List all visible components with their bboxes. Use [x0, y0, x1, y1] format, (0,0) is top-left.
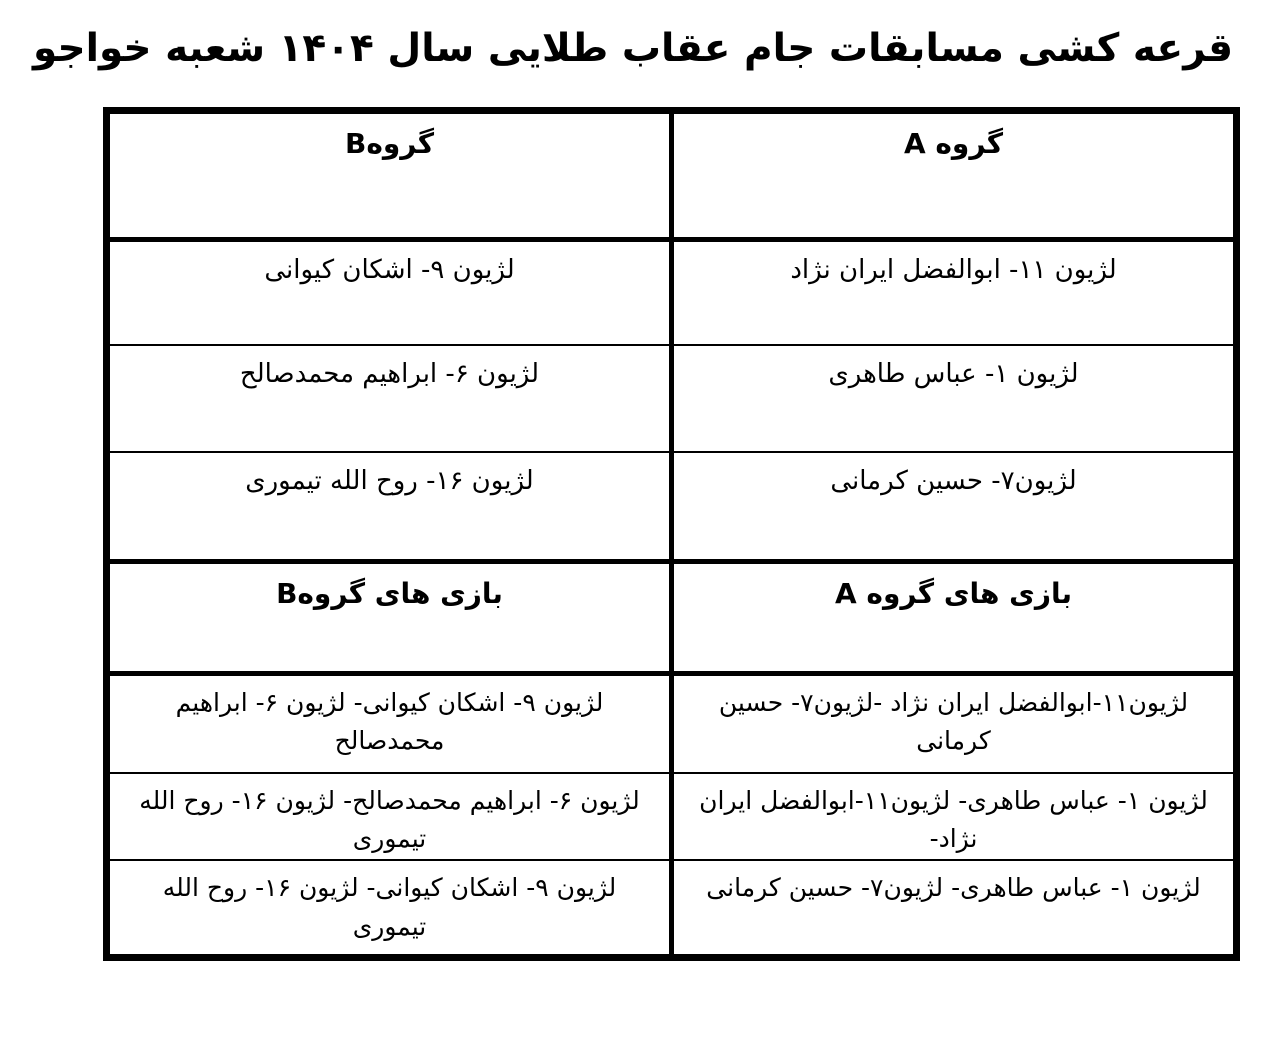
group-b-header-cell: گروهB	[105, 109, 674, 242]
group-b-player-2-cell: لژیون ۶- ابراهیم محمدصالح	[105, 343, 674, 453]
group-a-game-3-cell: لژیون ۱- عباس طاهری- لژیون۷- حسین کرمانی	[669, 859, 1238, 959]
group-a-player-1-cell: لژیون ۱۱- ابوالفضل ایران نژاد	[669, 238, 1238, 346]
document-page: قرعه کشی مسابقات جام عقاب طلایی سال ۱۴۰۴…	[0, 24, 1281, 1055]
game-row-3: لژیون ۱- عباس طاهری- لژیون۷- حسین کرمانی…	[105, 859, 1238, 959]
page-title: قرعه کشی مسابقات جام عقاب طلایی سال ۱۴۰۴…	[33, 26, 1233, 71]
group-a-player-3-cell: لژیون۷- حسین کرمانی	[669, 450, 1238, 564]
group-a-game-2-cell: لژیون ۱- عباس طاهری- لژیون۱۱-ابوالفضل ای…	[669, 771, 1238, 862]
group-b-player-3-cell: لژیون ۱۶- روح الله تیموری	[105, 450, 674, 564]
game-row-1: لژیون۱۱-ابوالفضل ایران نژاد -لژیون۷- حسی…	[105, 672, 1238, 774]
games-header-row: بازی های گروه A بازی های گروهB	[105, 560, 1238, 676]
group-a-player-2-cell: لژیون ۱- عباس طاهری	[669, 343, 1238, 453]
group-a-game-1-cell: لژیون۱۱-ابوالفضل ایران نژاد -لژیون۷- حسی…	[669, 672, 1238, 774]
player-row-3: لژیون۷- حسین کرمانی لژیون ۱۶- روح الله ت…	[105, 450, 1238, 564]
games-a-header-cell: بازی های گروه A	[669, 560, 1238, 676]
group-b-player-1-cell: لژیون ۹- اشکان کیوانی	[105, 238, 674, 346]
group-a-header-cell: گروه A	[669, 109, 1238, 242]
player-row-2: لژیون ۱- عباس طاهری لژیون ۶- ابراهیم محم…	[105, 343, 1238, 453]
group-b-game-3-cell: لژیون ۹- اشکان کیوانی- لژیون ۱۶- روح الل…	[105, 859, 674, 959]
group-b-game-1-cell: لژیون ۹- اشکان کیوانی- لژیون ۶- ابراهیم …	[105, 672, 674, 774]
group-b-game-2-cell: لژیون ۶- ابراهیم محمدصالح- لژیون ۱۶- روح…	[105, 771, 674, 862]
game-row-2: لژیون ۱- عباس طاهری- لژیون۱۱-ابوالفضل ای…	[105, 771, 1238, 862]
group-header-row: گروه A گروهB	[105, 109, 1238, 242]
player-row-1: لژیون ۱۱- ابوالفضل ایران نژاد لژیون ۹- ا…	[105, 238, 1238, 346]
games-b-header-cell: بازی های گروهB	[105, 560, 674, 676]
draw-table: گروه A گروهB لژیون ۱۱- ابوالفضل ایران نژ…	[103, 106, 1240, 962]
